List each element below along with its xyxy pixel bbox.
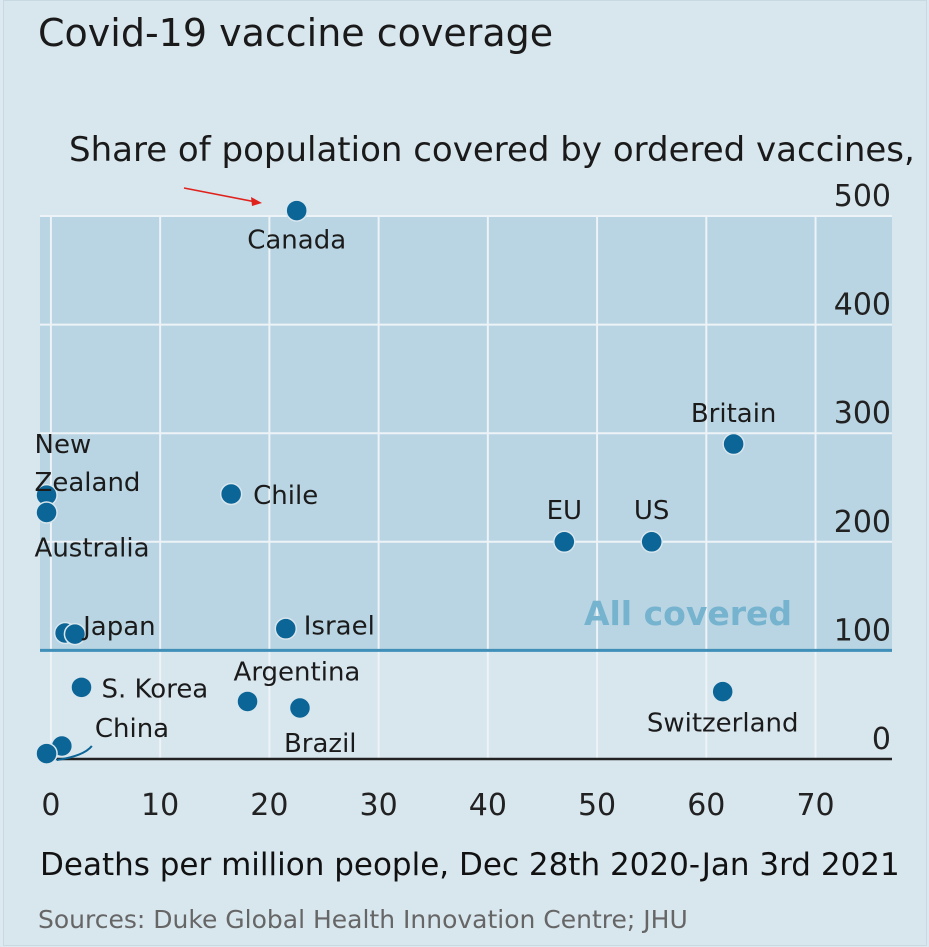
y-axis-title: Share of population covered by ordered v… — [69, 130, 926, 170]
point-labels: Canada Britain New Zealand Australia Chile EU U… — [35, 226, 799, 759]
point-label: Argentina — [234, 657, 361, 687]
x-axis-title: Deaths per million people, Dec 28th 2020… — [40, 847, 900, 883]
point-label: China — [95, 714, 169, 744]
point-label: Canada — [247, 226, 346, 256]
data-point — [285, 199, 308, 222]
x-tick-label: 20 — [250, 788, 288, 823]
point-label: Australia — [35, 533, 150, 563]
x-tick-label: 30 — [360, 788, 398, 823]
data-point — [288, 696, 312, 720]
data-point — [35, 501, 58, 524]
data-point — [711, 680, 734, 703]
y-tick-labels: 0 100 200 300 400 500 — [834, 179, 891, 757]
y-tick-label: 300 — [834, 396, 891, 431]
source-note: Sources: Duke Global Health Innovation C… — [38, 905, 688, 934]
data-points — [35, 199, 745, 765]
red-arrow-annotation — [183, 187, 262, 206]
data-point — [722, 432, 745, 456]
x-tick-label: 10 — [141, 788, 179, 823]
point-label: New Zealand — [35, 430, 141, 498]
y-tick-label: 400 — [834, 288, 891, 323]
point-label: Brazil — [284, 729, 357, 759]
chart-frame: Covid-19 vaccine coverage Share of popul… — [3, 0, 927, 946]
data-point — [63, 622, 87, 646]
point-label: US — [634, 496, 670, 526]
y-tick-label: 200 — [834, 505, 891, 540]
x-tick-labels: 0 10 20 30 40 50 60 70 — [41, 788, 834, 823]
x-tick-label: 0 — [41, 788, 60, 823]
point-label: Chile — [253, 481, 318, 511]
scatter-chart: Covid-19 vaccine coverage Share of popul… — [35, 11, 926, 934]
y-tick-label: 0 — [872, 722, 891, 757]
data-point — [70, 676, 93, 699]
china-leader-line — [56, 745, 93, 761]
chart-title: Covid-19 vaccine coverage — [38, 11, 553, 55]
y-tick-label: 500 — [834, 179, 891, 214]
point-label: Switzerland — [647, 709, 799, 739]
data-point — [236, 690, 259, 713]
data-point — [219, 482, 243, 506]
leader-lines — [56, 745, 93, 761]
data-point — [35, 742, 58, 765]
point-label: Japan — [81, 612, 156, 642]
point-label: Britain — [691, 399, 777, 429]
point-label: EU — [547, 496, 582, 526]
y-tick-label: 100 — [834, 613, 891, 648]
point-label: Israel — [304, 612, 375, 642]
x-tick-label: 40 — [469, 788, 507, 823]
x-tick-label: 50 — [578, 788, 616, 823]
data-point — [553, 530, 576, 554]
x-tick-label: 60 — [687, 788, 725, 823]
point-label: S. Korea — [102, 674, 209, 704]
gridlines — [40, 215, 892, 759]
all-covered-label: All covered — [584, 594, 792, 633]
x-tick-label: 70 — [796, 788, 834, 823]
data-point — [640, 530, 663, 554]
data-point — [274, 617, 298, 640]
